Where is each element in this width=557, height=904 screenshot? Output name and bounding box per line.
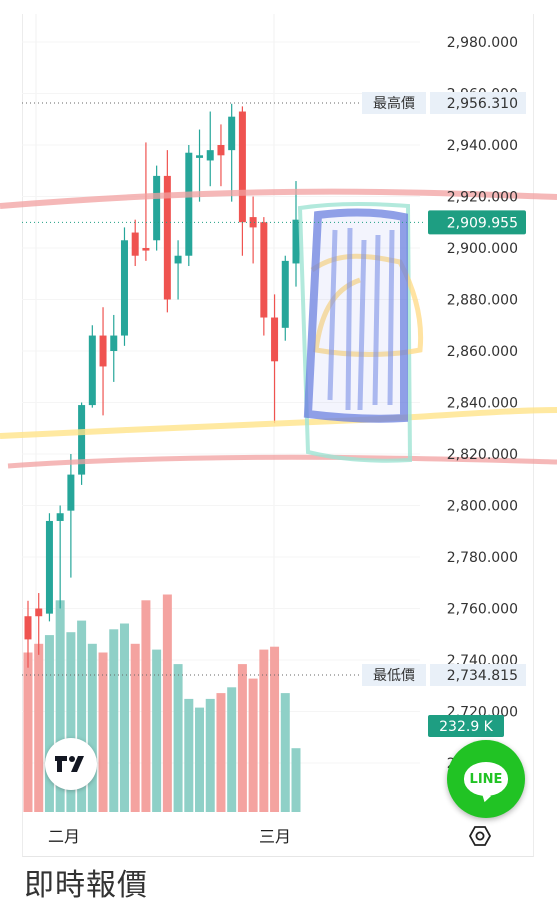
- candle-body: [88, 335, 96, 406]
- candle-body: [281, 260, 289, 328]
- high-value-bg: [430, 92, 526, 115]
- volume-bar: [291, 748, 301, 812]
- candle-body: [260, 222, 268, 318]
- y-tick-label: 2,840.000: [447, 396, 518, 412]
- candle-body: [35, 608, 43, 617]
- candle-body: [120, 240, 128, 336]
- low-value: 2,734.815: [447, 668, 518, 684]
- candle-body: [56, 513, 64, 521]
- x-tick-label: 三月: [259, 827, 291, 846]
- volume-bar: [270, 646, 280, 812]
- high-value: 2,956.310: [447, 96, 518, 112]
- candle-body: [67, 474, 75, 511]
- candle-body: [24, 616, 32, 640]
- volume-bar: [280, 693, 290, 812]
- candles: [24, 103, 300, 668]
- volume-bar: [34, 643, 44, 812]
- candle-body: [142, 248, 150, 251]
- low-label-bg: [362, 664, 426, 686]
- volume-bar: [87, 643, 97, 812]
- y-tick-label: 2,880.000: [447, 293, 518, 309]
- volume-bar: [119, 623, 129, 812]
- volume-bars: [23, 594, 301, 812]
- low-label: 最低價: [373, 667, 415, 684]
- y-tick-label: 2,800.000: [447, 499, 518, 515]
- candle-body: [45, 520, 53, 614]
- volume-bar: [152, 649, 162, 812]
- high-label-bg: [362, 92, 426, 115]
- volume-bar: [248, 678, 258, 812]
- volume-bar: [23, 652, 33, 812]
- candle-body: [153, 175, 161, 241]
- volume-badge: [428, 715, 504, 737]
- candle-body: [249, 217, 257, 228]
- candle-body: [228, 116, 236, 151]
- volume-bar: [130, 643, 140, 812]
- tradingview-icon: [55, 756, 84, 772]
- candle-body: [99, 335, 107, 367]
- candlestick-chart[interactable]: 2,980.0002,960.0002,940.0002,920.0002,90…: [0, 0, 557, 860]
- high-label: 最高價: [373, 95, 415, 112]
- line-icon: LINE: [464, 762, 508, 796]
- volume-bar: [227, 687, 237, 812]
- volume-bar: [205, 698, 215, 812]
- last-price-value: 2,909.955: [447, 215, 518, 231]
- candle-body: [131, 232, 139, 256]
- high-low-markers: 最高價 2,956.310 最低價 2,734.815 2,909.955 232.9 K: [22, 92, 526, 737]
- candle-body: [271, 317, 279, 362]
- volume-bar: [259, 649, 269, 812]
- volume-bar: [141, 600, 151, 812]
- volume-bar: [184, 698, 194, 812]
- x-tick-label: 二月: [48, 827, 80, 846]
- candle-body: [238, 111, 246, 223]
- y-tick-label: 2,780.000: [447, 550, 518, 566]
- volume-bar: [162, 594, 172, 812]
- candle-body: [163, 175, 171, 300]
- volume-bar: [173, 664, 183, 812]
- volume-bar: [77, 620, 87, 812]
- tradingview-logo[interactable]: [45, 738, 97, 790]
- volume-bar: [195, 707, 205, 812]
- y-tick-label: 2,860.000: [447, 344, 518, 360]
- settings-hexagon-icon[interactable]: [468, 824, 492, 848]
- low-value-bg: [430, 664, 526, 686]
- volume-bar: [237, 664, 247, 812]
- candle-body: [217, 145, 225, 156]
- page-title: 即時報價: [24, 868, 148, 903]
- volume-bar: [55, 600, 65, 812]
- candle-body: [78, 405, 86, 475]
- hand-drawn-annotations: [0, 188, 557, 469]
- candle-body: [174, 255, 182, 264]
- y-tick-label: 2,820.000: [447, 447, 518, 463]
- candle-body: [196, 155, 204, 158]
- volume-value: 232.9 K: [439, 719, 494, 735]
- volume-bar: [66, 632, 76, 812]
- candle-body: [206, 150, 214, 161]
- volume-bar: [216, 693, 226, 812]
- volume-bar: [109, 629, 119, 812]
- line-chat-button[interactable]: LINE: [447, 740, 525, 818]
- candle-body: [185, 152, 193, 256]
- line-button-label: LINE: [469, 771, 503, 787]
- volume-bar: [98, 652, 108, 812]
- last-price-badge: [428, 210, 526, 235]
- candle-body: [292, 219, 300, 264]
- y-tick-label: 2,980.000: [447, 35, 518, 51]
- y-tick-label: 2,920.000: [447, 190, 518, 206]
- y-tick-label: 2,900.000: [447, 241, 518, 257]
- candle-body: [110, 335, 118, 351]
- volume-bar: [44, 635, 54, 812]
- y-tick-label: 2,940.000: [447, 138, 518, 154]
- y-tick-label: 2,760.000: [447, 602, 518, 618]
